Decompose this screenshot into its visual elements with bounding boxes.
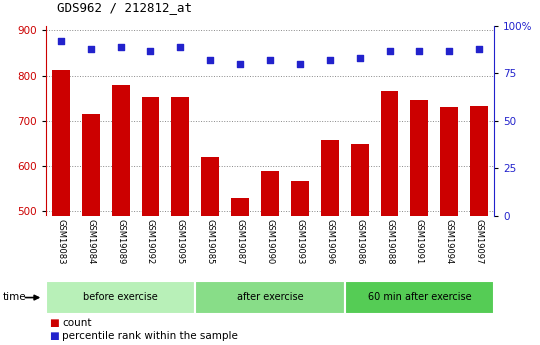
Text: GSM19097: GSM19097 xyxy=(475,219,484,264)
Point xyxy=(295,61,304,67)
Point xyxy=(266,57,274,63)
Point xyxy=(326,57,334,63)
Point xyxy=(206,57,214,63)
Bar xyxy=(82,115,100,216)
Text: GSM19092: GSM19092 xyxy=(146,219,155,264)
Point xyxy=(475,46,483,51)
Bar xyxy=(345,281,494,314)
Bar xyxy=(440,107,458,216)
Text: GSM19088: GSM19088 xyxy=(385,219,394,264)
Text: GSM19083: GSM19083 xyxy=(56,219,65,264)
Text: GSM19086: GSM19086 xyxy=(355,219,364,264)
Bar xyxy=(381,91,399,216)
Text: GSM19093: GSM19093 xyxy=(295,219,305,264)
Point xyxy=(86,46,95,51)
Point xyxy=(445,48,454,53)
Text: time: time xyxy=(3,292,26,302)
Bar xyxy=(321,140,339,216)
Text: after exercise: after exercise xyxy=(237,292,303,302)
Text: before exercise: before exercise xyxy=(83,292,158,302)
Text: ■: ■ xyxy=(49,318,58,327)
Text: GSM19087: GSM19087 xyxy=(235,219,245,264)
Text: percentile rank within the sample: percentile rank within the sample xyxy=(62,332,238,341)
Text: GSM19085: GSM19085 xyxy=(206,219,215,264)
Point xyxy=(236,61,245,67)
Point xyxy=(116,44,125,49)
Bar xyxy=(231,198,249,216)
Bar xyxy=(141,97,159,216)
Point xyxy=(415,48,424,53)
Point xyxy=(146,48,155,53)
Text: GSM19084: GSM19084 xyxy=(86,219,95,264)
Text: GSM19090: GSM19090 xyxy=(266,219,274,264)
Bar xyxy=(112,85,130,216)
Bar xyxy=(291,181,309,216)
Bar xyxy=(201,157,219,216)
Point xyxy=(355,55,364,61)
Text: GSM19094: GSM19094 xyxy=(445,219,454,264)
Bar xyxy=(350,144,369,216)
Text: GSM19089: GSM19089 xyxy=(116,219,125,264)
Bar xyxy=(52,70,70,216)
Bar xyxy=(171,97,190,216)
Text: GSM19096: GSM19096 xyxy=(325,219,334,264)
Text: GSM19091: GSM19091 xyxy=(415,219,424,264)
Text: GDS962 / 212812_at: GDS962 / 212812_at xyxy=(57,1,192,14)
Text: 60 min after exercise: 60 min after exercise xyxy=(368,292,471,302)
Point xyxy=(385,48,394,53)
Bar xyxy=(410,100,428,216)
Point xyxy=(176,44,185,49)
Bar xyxy=(261,171,279,216)
Bar xyxy=(195,281,345,314)
Text: ■: ■ xyxy=(49,332,58,341)
Bar xyxy=(46,281,195,314)
Text: count: count xyxy=(62,318,92,327)
Text: GSM19095: GSM19095 xyxy=(176,219,185,264)
Point xyxy=(57,38,65,44)
Bar xyxy=(470,106,488,216)
